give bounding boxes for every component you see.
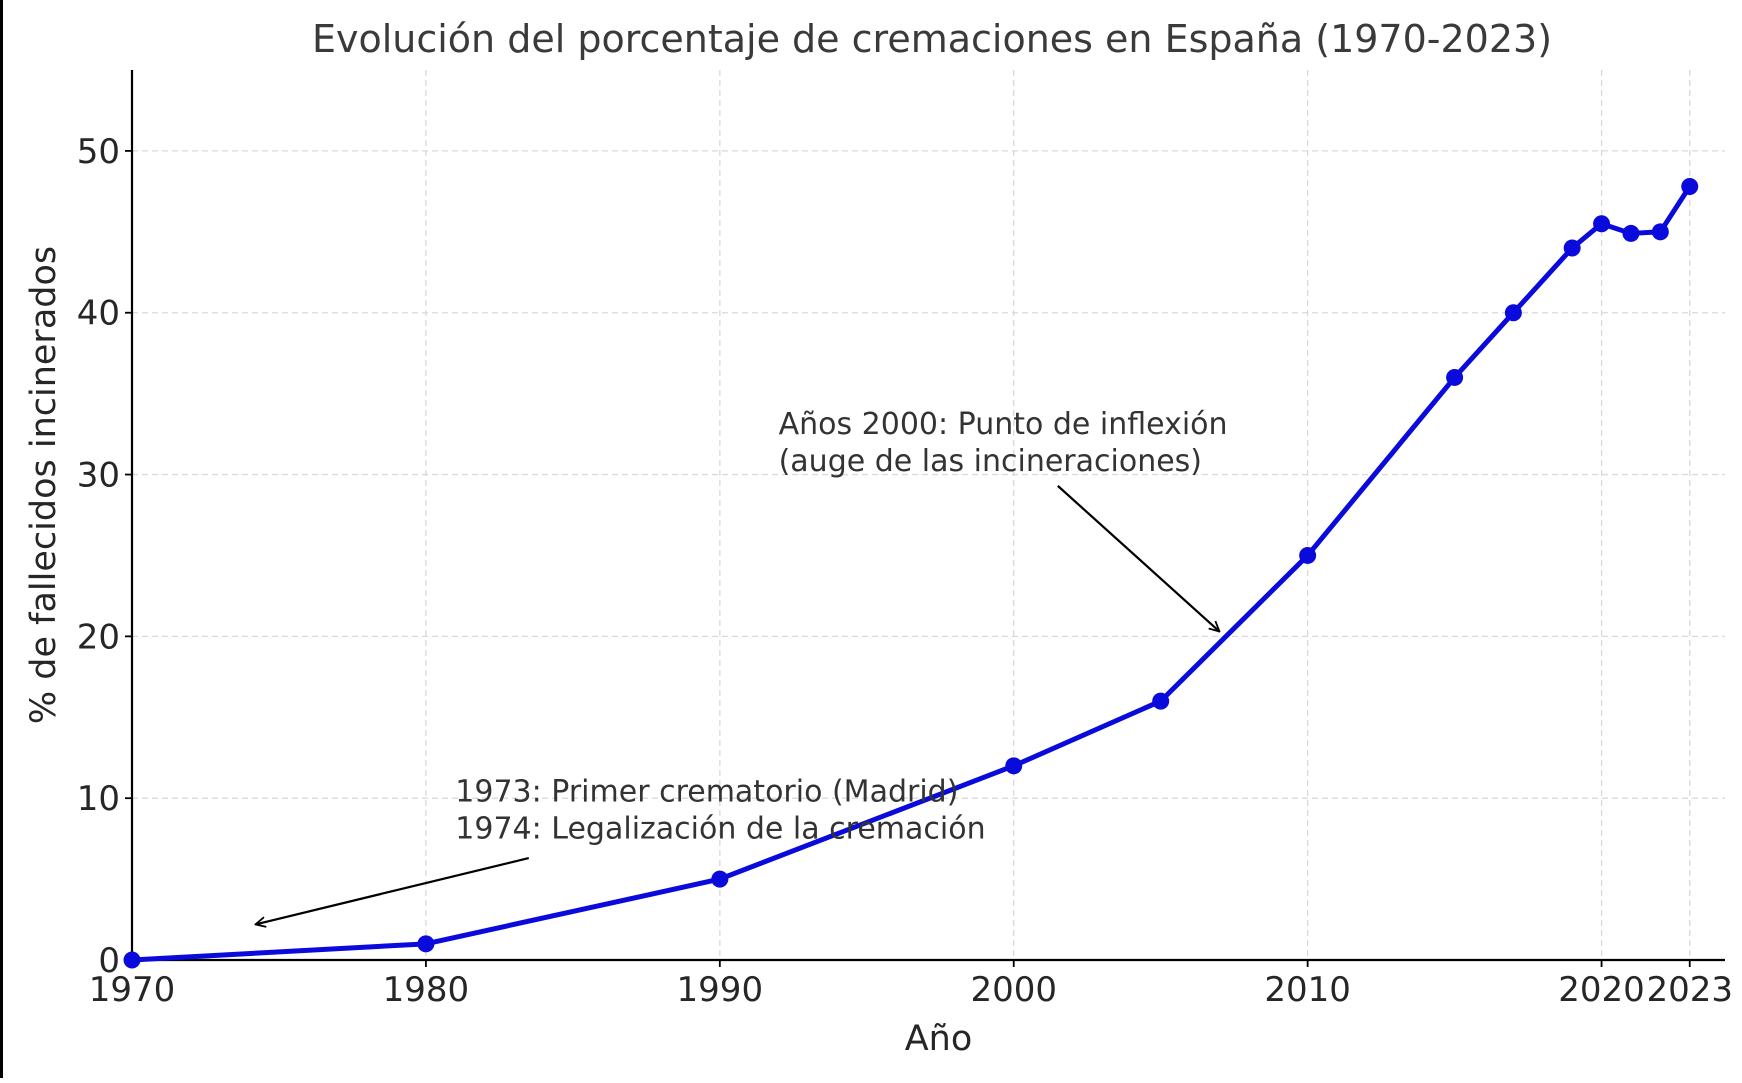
- annotation-1-line-2: 1974: Legalización de la cremación: [455, 811, 985, 846]
- data-point-1970: [123, 951, 141, 969]
- data-point-2005: [1152, 692, 1170, 710]
- x-tick-label-2023: 2023: [1646, 970, 1733, 1010]
- x-tick-label-1990: 1990: [677, 970, 764, 1010]
- data-point-2015: [1446, 368, 1464, 386]
- x-tick-label-2020: 2020: [1558, 970, 1645, 1010]
- x-tick-label-2000: 2000: [970, 970, 1057, 1010]
- data-point-2021: [1622, 224, 1640, 242]
- y-tick-label-20: 20: [77, 617, 120, 657]
- annotation-1-line-1: 1973: Primer crematorio (Madrid): [455, 774, 958, 809]
- data-point-2010: [1299, 546, 1317, 564]
- y-tick-label-50: 50: [77, 132, 120, 172]
- data-point-2023: [1681, 178, 1699, 196]
- y-axis-label: % de fallecidos incinerados: [24, 246, 64, 724]
- annotation-arrow-2: [1057, 485, 1220, 632]
- data-point-2022: [1651, 223, 1669, 241]
- data-point-1990: [711, 870, 729, 888]
- annotation-2-line-2: (auge de las incineraciones): [779, 444, 1202, 479]
- y-tick-label-10: 10: [77, 779, 120, 819]
- data-point-2017: [1504, 304, 1522, 322]
- x-tick-label-1970: 1970: [89, 970, 176, 1010]
- x-tick-label-2010: 2010: [1264, 970, 1351, 1010]
- data-point-1980: [417, 935, 435, 953]
- data-point-2019: [1563, 239, 1581, 257]
- y-tick-label-30: 30: [77, 456, 120, 496]
- x-axis-label: Año: [905, 1019, 973, 1059]
- data-point-2020: [1593, 215, 1611, 233]
- chart-title: Evolución del porcentaje de cremaciones …: [312, 17, 1552, 61]
- annotation-2-line-1: Años 2000: Punto de inflexión: [779, 407, 1228, 442]
- left-edge-bar: [0, 0, 3, 1078]
- y-tick-label-0: 0: [98, 941, 120, 981]
- x-tick-label-1980: 1980: [383, 970, 470, 1010]
- annotation-arrow-1: [255, 856, 530, 924]
- data-point-2000: [1005, 757, 1023, 775]
- y-tick-label-40: 40: [77, 294, 120, 334]
